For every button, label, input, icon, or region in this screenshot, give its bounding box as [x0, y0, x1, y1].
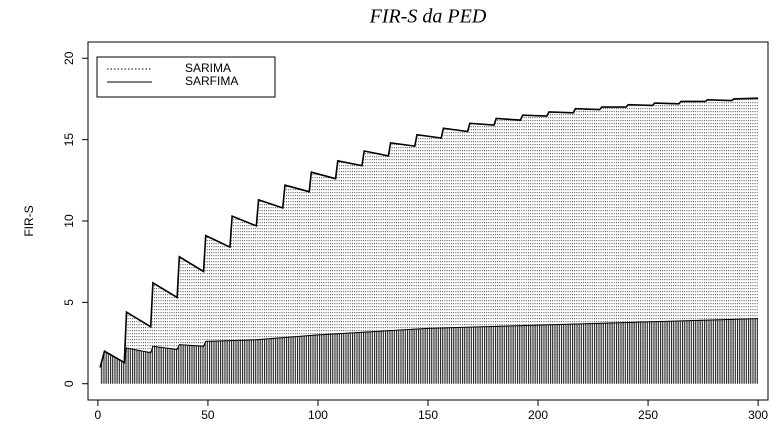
- chart-title: FIR-S da PED: [369, 6, 487, 28]
- x-tick-label: 100: [308, 408, 328, 422]
- y-tick-label: 15: [62, 133, 76, 147]
- x-tick-label: 150: [418, 408, 438, 422]
- series-fill: [100, 318, 759, 384]
- x-tick-label: 200: [528, 408, 548, 422]
- x-tick-label: 300: [748, 408, 768, 422]
- x-tick-label: 50: [201, 408, 215, 422]
- series-fill: [100, 98, 759, 384]
- x-tick-label: 250: [638, 408, 658, 422]
- y-tick-label: 5: [62, 299, 76, 306]
- legend-box: [96, 56, 276, 98]
- legend-label: SARIMA: [185, 61, 231, 75]
- y-tick-label: 10: [62, 214, 76, 228]
- y-tick-label: 0: [62, 380, 76, 387]
- series-line: [99, 97, 759, 368]
- y-axis-label: FIR-S: [22, 205, 36, 236]
- legend-label: SARFIMA: [185, 74, 238, 88]
- x-tick-label: 0: [95, 408, 102, 422]
- y-tick-label: 20: [62, 51, 76, 65]
